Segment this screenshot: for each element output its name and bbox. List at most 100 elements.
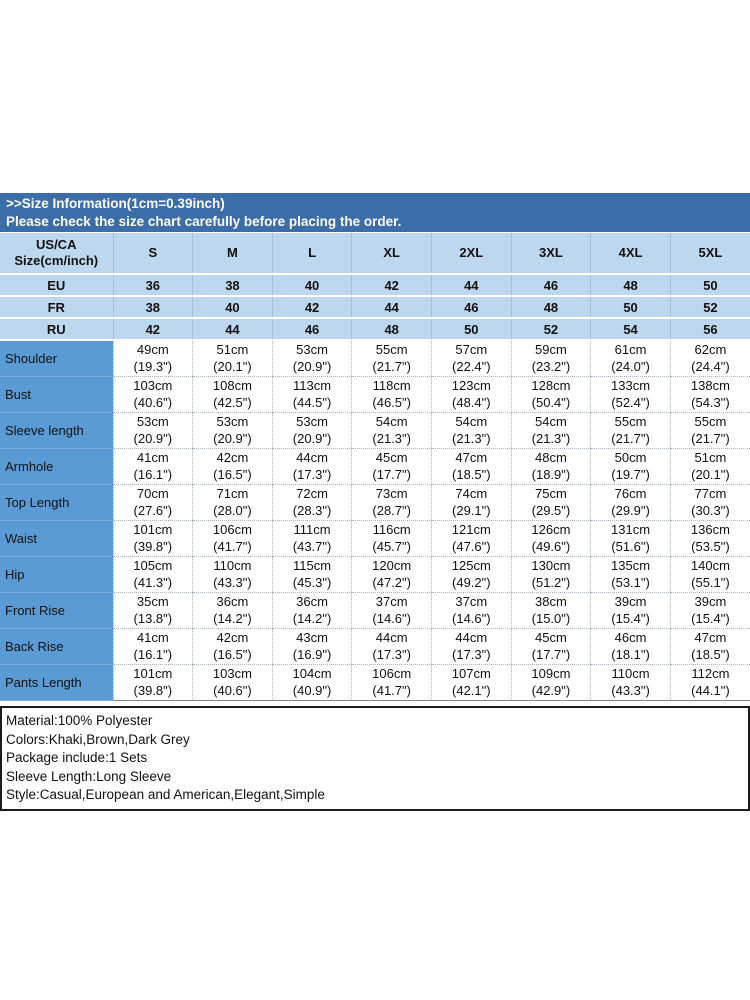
value-cm: 55cm [375,342,408,358]
measurement-value-cell: 38cm (15.0") [510,592,591,629]
region-size-value: 38 [113,296,194,319]
value-cm: 51cm [694,450,727,465]
value-inch: (24.4") [691,359,730,375]
value-cm: 106cm [212,522,252,537]
product-info-line: Material:100% Polyester [6,713,153,728]
banner-subtitle: Please check the size chart carefully be… [6,214,402,229]
measurement-value-cell: 39cm (15.4") [590,592,671,629]
value-cm: 101cm [133,522,173,537]
measurement-value-cell: 36cm (14.2") [271,592,352,629]
measurement-label: Back Rise [0,628,113,665]
measurement-label: Front Rise [0,592,113,629]
value-cm: 109cm [531,666,571,681]
measurement-value-cell: 123cm (48.4") [431,376,512,413]
region-size-value: 50 [670,274,750,297]
region-size-value: 46 [511,274,592,297]
measurement-value-cell: 74cm (29.1") [431,484,512,521]
measurement-value-cell: 42cm (16.5") [192,448,273,485]
measurement-value-cell: 111cm (43.7") [271,520,352,557]
value-cm: 50cm [614,450,647,465]
value-inch: (44.5") [292,395,332,410]
value-cm: 54cm [535,414,567,429]
value-inch: (16.1") [133,647,173,662]
measurement-value-cell: 44cm (17.3") [271,448,352,485]
value-cm: 48cm [535,450,567,465]
measurement-value-cell: 125cm (49.2") [431,556,512,593]
measurement-value-cell: 53cm (20.9") [271,412,352,449]
value-cm: 110cm [213,558,252,573]
value-inch: (52.4") [611,395,650,410]
value-cm: 131cm [611,522,651,537]
value-cm: 136cm [690,522,730,537]
value-cm: 113cm [293,378,332,393]
value-inch: (29.9") [611,503,650,518]
value-cm: 35cm [136,594,169,609]
measurement-value-cell: 116cm (45.7") [351,520,432,557]
product-info-box: Material:100% Polyester Colors:Khaki,Brow… [0,706,750,811]
size-header-row: US/CA Size(cm/inch) S M L XL 2XL 3XL 4XL 5XL [0,233,750,275]
value-cm: 126cm [531,522,571,537]
measurement-value-cell: 53cm (20.9") [271,340,352,377]
size-column-header: S [113,233,194,275]
measurement-value-cell: 121cm (47.6") [431,520,512,557]
value-cm: 118cm [372,378,411,393]
measurement-value-cell: 53cm (20.9") [192,412,273,449]
measurement-value-cell: 53cm (20.9") [112,412,193,449]
measurement-value-cell: 112cm (44.1") [669,664,750,701]
measurement-row: Bust 103cm (40.6") 108cm (42.5") 113cm (44.5")… [0,376,750,413]
value-inch: (21.3") [452,431,491,446]
region-size-value: 56 [670,318,750,341]
measurement-value-cell: 140cm (55.1") [669,556,750,593]
region-label: RU [0,318,114,341]
measurement-value-cell: 107cm (42.1") [431,664,512,701]
measurement-row: Waist 101cm (39.8") 106cm (41.7") 111cm (43.7"… [0,520,750,557]
measurement-row: Sleeve length 53cm (20.9") 53cm (20.9") 53cm (… [0,412,750,449]
measurement-value-cell: 44cm (17.3") [431,628,512,665]
region-size-value: 40 [272,274,353,297]
measurement-value-cell: 51cm (20.1") [669,448,750,485]
value-inch: (47.6") [452,539,491,554]
measurement-label: Armhole [0,448,113,485]
value-cm: 61cm [614,342,647,358]
value-inch: (20.9") [133,431,173,446]
value-inch: (39.8") [133,683,173,698]
measurement-value-cell: 118cm (46.5") [351,376,432,413]
value-inch: (15.4") [611,611,650,626]
value-inch: (49.2") [452,575,491,590]
region-size-value: 48 [590,274,671,297]
region-size-value: 50 [590,296,671,319]
value-cm: 115cm [293,558,332,573]
measurement-value-cell: 37cm (14.6") [351,592,432,629]
value-inch: (42.9") [531,683,571,698]
value-inch: (27.6") [133,503,173,518]
value-inch: (17.3") [372,647,411,662]
value-cm: 39cm [694,594,727,609]
value-cm: 45cm [375,450,408,465]
value-inch: (51.6") [611,539,650,554]
measurement-value-cell: 135cm (53.1") [590,556,671,593]
value-cm: 39cm [614,594,647,609]
value-inch: (18.9") [531,467,571,482]
value-cm: 103cm [212,666,252,681]
value-cm: 70cm [136,486,169,501]
value-cm: 51cm [216,342,249,358]
measurement-value-cell: 120cm (47.2") [351,556,432,593]
measurement-value-cell: 54cm (21.3") [510,412,591,449]
value-inch: (43.3") [611,683,650,698]
value-inch: (17.7") [372,467,411,482]
size-chart-table: US/CA Size(cm/inch) S M L XL 2XL 3XL 4XL 5XL EU 3… [0,233,750,701]
value-cm: 47cm [694,630,727,645]
value-cm: 121cm [451,522,491,537]
size-column-header: 3XL [511,233,592,275]
measurement-value-cell: 43cm (16.9") [271,628,352,665]
measurement-value-cell: 109cm (42.9") [510,664,591,701]
value-cm: 72cm [296,486,328,501]
value-inch: (21.3") [372,431,411,446]
value-inch: (20.9") [292,431,332,446]
region-row-ru: RU 42 44 46 48 50 52 54 56 [0,318,750,341]
value-inch: (29.1") [452,503,491,518]
measurement-label: Waist [0,520,113,557]
value-cm: 41cm [136,450,169,465]
value-inch: (19.3") [133,359,173,375]
value-inch: (44.1") [691,683,730,698]
